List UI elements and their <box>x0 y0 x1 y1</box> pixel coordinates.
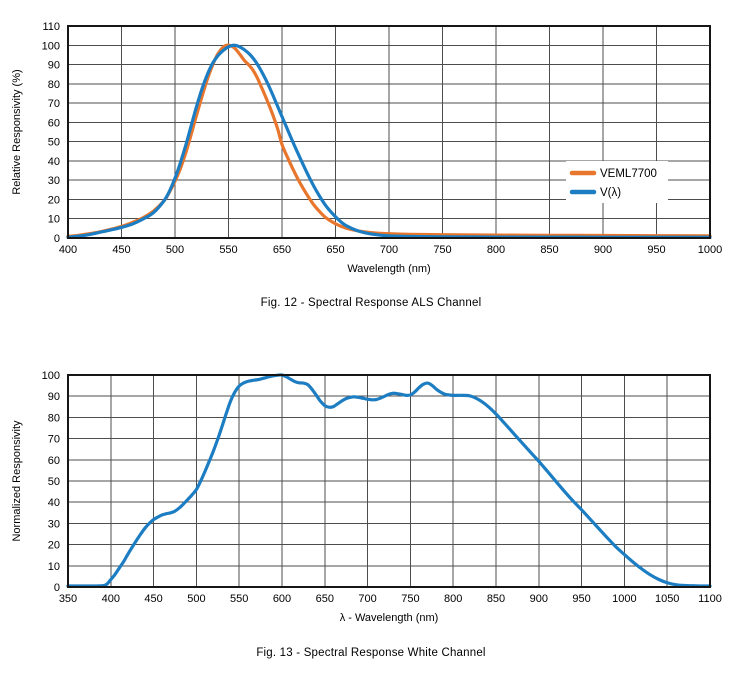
series-curve-1 <box>66 43 712 239</box>
x-tick-label: 950 <box>647 244 665 256</box>
y-tick-label: 30 <box>48 518 60 530</box>
x-tick-label: 750 <box>401 593 419 605</box>
x-axis-title: λ - Wavelength (nm) <box>340 612 439 624</box>
plot-border <box>67 374 711 588</box>
y-tick-label: 20 <box>48 540 60 552</box>
x-tick-label: 550 <box>230 593 248 605</box>
x-tick-label: 1050 <box>655 593 679 605</box>
y-tick-label: 90 <box>48 391 60 403</box>
y-tick-label: 100 <box>42 40 60 52</box>
y-tick-label: 0 <box>54 233 60 245</box>
x-tick-labels: 400 450 500 550 650 650 700 750 800 850 900 950 1000 <box>59 244 722 256</box>
y-tick-label: 60 <box>48 455 60 467</box>
y-tick-label: 70 <box>48 98 60 110</box>
x-tick-label: 900 <box>594 244 612 256</box>
x-tick-label: 850 <box>487 593 505 605</box>
y-tick-label: 100 <box>42 370 60 382</box>
y-tick-label: 70 <box>48 434 60 446</box>
x-tick-label: 400 <box>59 244 77 256</box>
y-tick-label: 80 <box>48 79 60 91</box>
y-tick-label: 50 <box>48 476 60 488</box>
y-tick-label: 40 <box>48 497 60 509</box>
y-tick-label: 80 <box>48 412 60 424</box>
x-tick-label: 800 <box>487 244 505 256</box>
y-axis-title: Relative Responsivity (%) <box>11 69 23 194</box>
x-tick-label: 1100 <box>698 593 722 605</box>
x-tick-label: 450 <box>144 593 162 605</box>
y-tick-label: 60 <box>48 117 60 129</box>
y-tick-label: 0 <box>54 582 60 594</box>
x-tick-label: 350 <box>59 593 77 605</box>
x-tick-label: 650 <box>316 593 334 605</box>
y-tick-label: 110 <box>42 21 60 33</box>
x-tick-label: 1000 <box>698 244 722 256</box>
legend-label-0: VEML7700 <box>600 168 657 180</box>
series-curve-0 <box>66 373 712 588</box>
x-tick-label: 1000 <box>612 593 636 605</box>
y-tick-label: 40 <box>48 156 60 168</box>
x-tick-label: 400 <box>102 593 120 605</box>
x-tick-label: 450 <box>112 244 130 256</box>
x-tick-label: 550 <box>219 244 237 256</box>
x-tick-label: 500 <box>187 593 205 605</box>
x-tick-labels: 350 400 450 500 550 600 650 700 750 800 850 900 950 1… <box>59 593 722 605</box>
y-tick-label: 10 <box>48 214 60 226</box>
y-tick-label: 10 <box>48 561 60 573</box>
x-tick-label: 650 <box>273 244 291 256</box>
legend-label-1: V(λ) <box>600 187 621 199</box>
x-tick-label: 850 <box>540 244 558 256</box>
legend: VEML7700 V(λ) <box>566 161 668 203</box>
x-tick-label: 700 <box>380 244 398 256</box>
x-axis-title: Wavelength (nm) <box>347 263 430 275</box>
x-tick-label: 650 <box>326 244 344 256</box>
x-tick-label: 800 <box>444 593 462 605</box>
y-tick-label: 20 <box>48 194 60 206</box>
fig12-caption: Fig. 12 - Spectral Response ALS Channel <box>260 297 482 309</box>
x-tick-label: 900 <box>530 593 548 605</box>
x-tick-label: 750 <box>433 244 451 256</box>
grid-lines <box>68 26 710 238</box>
y-axis-title: Normalized Responsivity <box>11 420 23 542</box>
grid-lines <box>68 375 710 587</box>
x-tick-label: 500 <box>166 244 184 256</box>
legend-background <box>566 161 668 203</box>
fig13-caption: Fig. 13 - Spectral Response White Channe… <box>256 647 486 659</box>
x-tick-label: 600 <box>273 593 291 605</box>
y-tick-label: 90 <box>48 60 60 72</box>
fig13-spectral-response-white-chart: 350 400 450 500 550 600 650 700 750 800 850 900 950 1… <box>11 370 722 624</box>
x-tick-label: 700 <box>358 593 376 605</box>
x-tick-label: 950 <box>572 593 590 605</box>
y-tick-label: 30 <box>48 175 60 187</box>
plot-border <box>67 25 711 239</box>
y-tick-label: 50 <box>48 137 60 149</box>
